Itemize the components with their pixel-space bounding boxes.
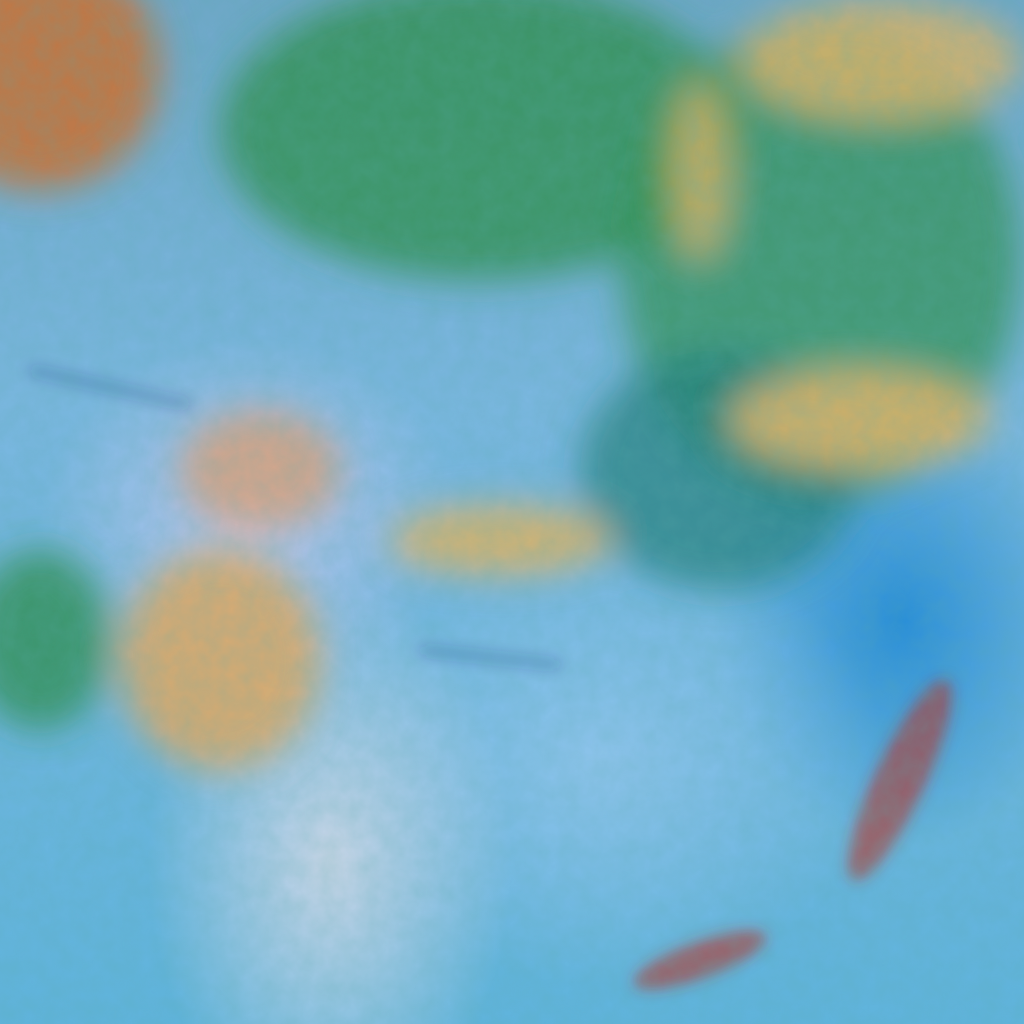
cloud-features [0, 0, 1024, 1024]
satellite-image [0, 0, 1024, 1024]
texture-noise [0, 0, 1024, 1024]
